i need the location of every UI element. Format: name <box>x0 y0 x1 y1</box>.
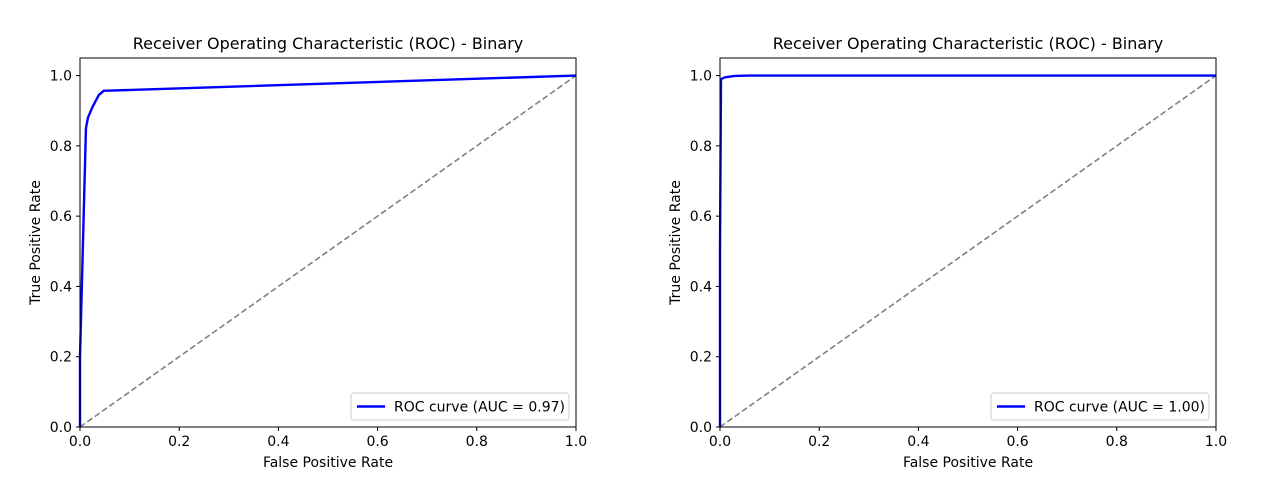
x-tick-label: 0.6 <box>366 434 388 450</box>
y-tick-label: 1.0 <box>690 69 712 85</box>
x-tick-label: 0.2 <box>168 434 190 450</box>
y-tick-label: 1.0 <box>50 69 72 85</box>
legend: ROC curve (AUC = 0.97) <box>350 392 570 421</box>
chart-title: Receiver Operating Characteristic (ROC) … <box>773 34 1163 53</box>
x-tick-label: 0.0 <box>709 434 731 450</box>
y-tick-label: 0.6 <box>690 209 712 225</box>
legend: ROC curve (AUC = 1.00) <box>990 392 1210 421</box>
y-tick-label: 0.8 <box>690 139 712 155</box>
y-tick-label: 0.0 <box>690 420 712 436</box>
y-tick-label: 0.8 <box>50 139 72 155</box>
x-tick-label: 0.4 <box>907 434 929 450</box>
x-tick-label: 0.0 <box>69 434 91 450</box>
x-tick-label: 0.8 <box>466 434 488 450</box>
legend-box <box>990 392 1210 421</box>
chart-title: Receiver Operating Characteristic (ROC) … <box>133 34 523 53</box>
legend-label: ROC curve (AUC = 0.97) <box>394 400 565 416</box>
x-tick-label: 1.0 <box>1205 434 1227 450</box>
y-axis-label: True Positive Rate <box>28 180 44 306</box>
plot-frame <box>719 57 1217 428</box>
y-tick-label: 0.4 <box>690 279 712 295</box>
chance-diagonal-line <box>719 74 1217 428</box>
legend-box <box>350 392 570 421</box>
y-tick-label: 0.4 <box>50 279 72 295</box>
roc-curve-line <box>78 74 577 427</box>
legend-label: ROC curve (AUC = 1.00) <box>1034 400 1205 416</box>
y-axis-label: True Positive Rate <box>668 180 684 306</box>
chance-diagonal-line <box>79 74 577 428</box>
x-axis-label: False Positive Rate <box>903 455 1033 471</box>
x-tick-label: 0.4 <box>267 434 289 450</box>
x-axis-label: False Positive Rate <box>263 455 393 471</box>
x-tick-label: 1.0 <box>565 434 587 450</box>
y-tick-label: 0.0 <box>50 420 72 436</box>
plot-frame <box>79 57 577 428</box>
x-tick-label: 0.6 <box>1006 434 1028 450</box>
x-tick-label: 0.2 <box>808 434 830 450</box>
y-tick-label: 0.6 <box>50 209 72 225</box>
chart-2: Receiver Operating Characteristic (ROC) … <box>668 34 1227 471</box>
chart-1: Receiver Operating Characteristic (ROC) … <box>28 34 587 471</box>
y-tick-label: 0.2 <box>690 350 712 366</box>
y-tick-label: 0.2 <box>50 350 72 366</box>
x-tick-label: 0.8 <box>1106 434 1128 450</box>
